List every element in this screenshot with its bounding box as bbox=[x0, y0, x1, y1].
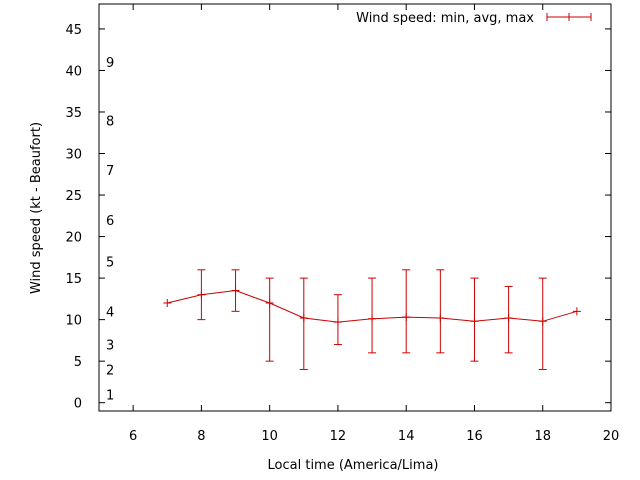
y-tick-label: 10 bbox=[65, 314, 82, 329]
data-point bbox=[333, 318, 342, 327]
data-point bbox=[368, 314, 377, 323]
beaufort-label: 4 bbox=[106, 305, 114, 320]
data-point bbox=[436, 313, 445, 322]
beaufort-label: 1 bbox=[106, 388, 114, 403]
y-tick-label: 30 bbox=[65, 148, 82, 163]
data-point bbox=[163, 299, 172, 308]
beaufort-label: 3 bbox=[106, 339, 114, 354]
x-tick-label: 6 bbox=[129, 429, 137, 444]
y-axis-label: Wind speed (kt - Beaufort) bbox=[29, 122, 44, 294]
y-tick-label: 40 bbox=[65, 64, 82, 79]
data-point bbox=[470, 317, 479, 326]
x-axis-label: Local time (America/Lima) bbox=[268, 458, 439, 473]
beaufort-labels: 1 2 3 4 5 6 7 8 9 bbox=[106, 56, 114, 403]
plot-frame bbox=[98, 3, 612, 412]
series-layer bbox=[163, 269, 581, 370]
y-tick-label: 5 bbox=[74, 355, 82, 370]
x-tick-label: 8 bbox=[197, 429, 205, 444]
data-point bbox=[265, 299, 274, 308]
y-tick-label: 25 bbox=[65, 189, 82, 204]
data-point bbox=[299, 313, 308, 322]
y-tick-label: 45 bbox=[65, 23, 82, 38]
legend-label: Wind speed: min, avg, max bbox=[356, 11, 534, 26]
data-point bbox=[231, 286, 240, 295]
y-tick-label: 20 bbox=[65, 231, 82, 246]
beaufort-label: 9 bbox=[106, 56, 114, 71]
data-point bbox=[572, 307, 581, 316]
x-tick-label: 12 bbox=[330, 429, 347, 444]
x-tick-label: 20 bbox=[603, 429, 620, 444]
y-tick-label: 0 bbox=[74, 397, 82, 412]
beaufort-label: 8 bbox=[106, 114, 114, 129]
beaufort-label: 6 bbox=[106, 214, 114, 229]
y-tick-label: 15 bbox=[65, 272, 82, 287]
x-tick-label: 16 bbox=[466, 429, 483, 444]
beaufort-label: 2 bbox=[106, 363, 114, 378]
x-tick-label: 18 bbox=[534, 429, 551, 444]
data-point bbox=[504, 313, 513, 322]
x-tick-label: 14 bbox=[398, 429, 415, 444]
data-point bbox=[538, 317, 547, 326]
beaufort-label: 7 bbox=[106, 164, 114, 179]
data-point bbox=[197, 290, 206, 299]
legend: Wind speed: min, avg, max bbox=[356, 11, 592, 26]
beaufort-label: 5 bbox=[106, 255, 114, 270]
y-tick-label: 35 bbox=[65, 106, 82, 121]
data-point bbox=[402, 313, 411, 322]
x-tick-label: 10 bbox=[261, 429, 278, 444]
